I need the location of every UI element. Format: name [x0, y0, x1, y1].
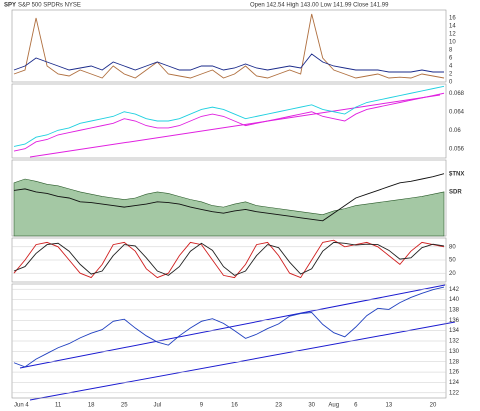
panel	[11, 83, 447, 159]
y-tick-label: 16	[449, 16, 456, 22]
x-tick-label: 11	[55, 403, 62, 409]
y-tick-label: 122	[449, 390, 460, 396]
area	[13, 178, 445, 237]
y-tick-label: 138	[449, 307, 460, 313]
y-tick-label: 140	[449, 297, 460, 303]
y-tick-label: 126	[449, 370, 460, 376]
price-info: Open 142.54 High 143.00 Low 141.99 Close…	[250, 3, 389, 9]
channel-bottom	[29, 321, 456, 401]
support-line	[29, 94, 441, 158]
y-tick-label: 12	[449, 32, 456, 38]
x-tick-label: Jul	[153, 403, 161, 409]
y-tick-label: 128	[449, 359, 460, 365]
y-tick-label: 4	[449, 64, 453, 70]
y-tick-label: 50	[449, 258, 456, 264]
y-tick-label: 20	[449, 271, 456, 277]
y-tick-label: 142	[449, 287, 460, 293]
x-tick-label: 30	[308, 403, 315, 409]
series-line	[13, 173, 445, 222]
chart-subtitle: S&P 500 SPDRs NYSE	[18, 3, 81, 9]
x-tick-label: 6	[354, 403, 358, 409]
y-tick-label: 0	[449, 80, 453, 86]
series-line	[13, 85, 445, 147]
y-tick-label: 0.064	[449, 109, 465, 115]
y-tick-label: 0.06	[449, 128, 461, 134]
y-tick-label: 14	[449, 24, 456, 30]
y-tick-label: 132	[449, 339, 460, 345]
x-tick-label: 16	[231, 403, 238, 409]
y-tick-label: 8	[449, 48, 453, 54]
trend-lines	[19, 94, 456, 401]
panel	[11, 9, 447, 83]
y-tick-label: 2	[449, 72, 453, 78]
channel-top	[19, 284, 446, 369]
x-tick-label: Aug	[328, 403, 339, 409]
x-tick-label: 23	[275, 403, 282, 409]
series-line	[13, 53, 444, 73]
chart-title: SPY	[4, 3, 16, 9]
y-tick-label: 80	[449, 244, 456, 250]
y-tick-label: 134	[449, 328, 460, 334]
series-line	[13, 286, 445, 368]
y-tick-label: 10	[449, 40, 456, 46]
y-tick-label: 124	[449, 380, 460, 386]
x-tick-label: 18	[88, 403, 95, 409]
y-tick-label: 6	[449, 56, 453, 62]
series-line	[13, 13, 445, 79]
y-tick-label: 0.056	[449, 146, 465, 152]
y-tick-label: 0.068	[449, 91, 465, 97]
series-line	[13, 92, 445, 152]
x-tick-label: Jun 4	[14, 403, 29, 409]
series-label: SDR	[449, 189, 462, 195]
x-tick-label: 20	[430, 403, 437, 409]
x-tick-label: 13	[386, 403, 393, 409]
y-tick-label: 130	[449, 349, 460, 355]
series-line	[13, 241, 445, 276]
x-tick-label: 25	[121, 403, 128, 409]
y-tick-label: 136	[449, 318, 460, 324]
series-label: $TNX	[449, 171, 464, 177]
x-tick-label: 9	[200, 403, 204, 409]
